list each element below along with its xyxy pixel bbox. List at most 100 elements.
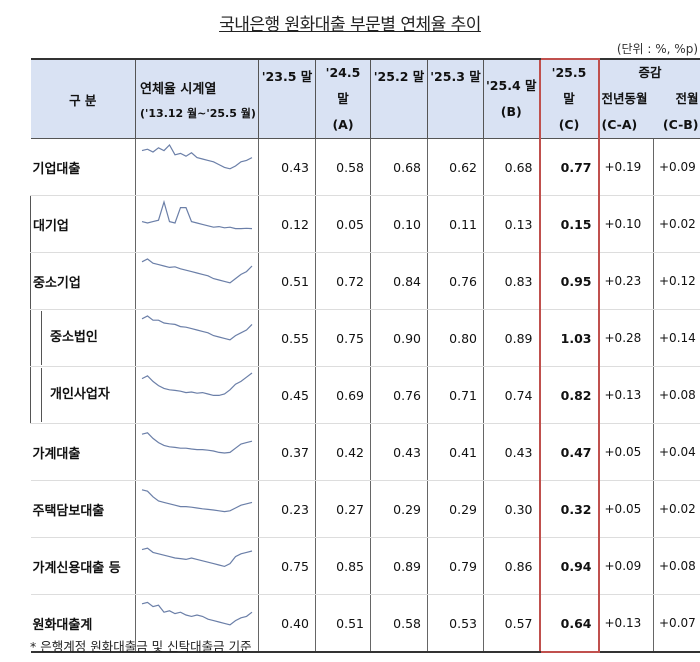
value-cell: 0.71 [427,366,484,424]
header-25-2: '25.2 말 [370,58,428,139]
value-cell: 0.68 [483,138,540,196]
change-mom: +0.02 [652,480,700,538]
sparkline-line [141,432,253,454]
sparkline-line [141,547,253,568]
header-25-4: '25.4 말 (B) [483,58,540,139]
table-title: 국내은행 원화대출 부문별 연체율 추이 [219,15,481,35]
value-cell: 0.29 [370,480,428,538]
value-cell: 0.23 [258,480,316,538]
sparkline [141,432,253,454]
value-cell: 0.90 [370,309,428,367]
table-row: 가계신용대출 등 0.75 0.85 0.89 0.79 0.86 0.94 +0.09 +0.… [30,537,700,595]
sparkline-line [141,372,253,396]
h: 전월 [675,91,699,106]
change-yoy: +0.05 [598,480,654,538]
sparkline-cell [135,195,259,253]
h: 전년동월 [601,91,648,106]
footnote: * 은행계정 원화대출금 및 신탁대출금 기준 [30,639,252,654]
sparkline [141,199,253,230]
value-cell: 0.75 [258,537,316,595]
sparkline-cell [135,366,259,424]
change-yoy: +0.28 [598,309,654,367]
sparkline-line [141,258,253,284]
value-cell: 0.77 [538,138,600,196]
h: '25.4 말 [485,78,537,93]
value-cell: 0.76 [370,366,428,424]
value-cell: 0.30 [483,480,540,538]
h: (A) [332,117,354,132]
sparkline-cell [135,594,259,653]
table-row: 원화대출계 0.40 0.51 0.58 0.53 0.57 0.64 +0.13 +0.07 [30,594,700,653]
value-cell: 0.84 [370,252,428,310]
table-row: 가계대출 0.37 0.42 0.43 0.41 0.43 0.47 +0.05 +0.04 [30,423,700,481]
value-cell: 0.69 [315,366,371,424]
sparkline-cell [135,537,259,595]
row-label: 개인사업자 [41,368,110,422]
change-mom: +0.14 [652,309,700,367]
row-label: 주택담보대출 [32,503,105,519]
value-cell: 0.74 [483,366,540,424]
h: 전년동월 전월 [600,86,700,112]
change-mom: +0.04 [652,423,700,481]
h: (C-A) (C-B) [600,112,700,138]
value-cell: 0.58 [315,138,371,196]
row-label: 가계신용대출 등 [32,560,121,576]
header-series: 연체율 시계열 ('13.12 월~'25.5 월) [135,58,259,139]
value-cell: 0.89 [370,537,428,595]
header-25-5: '25.5 말 (C) [538,58,600,139]
sparkline-line [141,315,253,341]
value-cell: 0.37 [258,423,316,481]
sparkline [141,601,253,626]
row-label: 중소기업 [33,275,81,291]
change-yoy: +0.13 [598,594,654,653]
row-name: 개인사업자 [30,366,136,424]
value-cell: 0.43 [370,423,428,481]
value-cell: 0.95 [538,252,600,310]
value-cell: 0.79 [427,537,484,595]
value-cell: 0.32 [538,480,600,538]
h: (C-A) [601,117,638,132]
header-25-3: '25.3 말 [427,58,484,139]
unit-label: (단위 : %, %p) [616,42,698,56]
value-cell: 0.12 [258,195,316,253]
change-yoy: +0.05 [598,423,654,481]
value-cell: 0.40 [258,594,316,653]
value-cell: 1.03 [538,309,600,367]
value-cell: 0.62 [427,138,484,196]
row-label: 대기업 [33,218,69,234]
value-cell: 0.53 [427,594,484,653]
row-name: 가계대출 [30,423,136,481]
table-row: 중소기업 0.51 0.72 0.84 0.76 0.83 0.95 +0.23 +0.12 [30,252,700,310]
value-cell: 0.15 [538,195,600,253]
change-mom: +0.07 [652,594,700,653]
change-yoy: +0.13 [598,366,654,424]
value-cell: 0.42 [315,423,371,481]
value-cell: 0.29 [427,480,484,538]
value-cell: 0.10 [370,195,428,253]
row-name: 가계신용대출 등 [30,537,136,595]
value-cell: 0.43 [258,138,316,196]
h: (C) [558,117,580,132]
value-cell: 0.86 [483,537,540,595]
h: '24.5 [325,65,361,80]
value-cell: 0.89 [483,309,540,367]
value-cell: 0.80 [427,309,484,367]
sparkline-line [141,489,253,513]
value-cell: 0.05 [315,195,371,253]
sparkline-cell [135,423,259,481]
row-label: 중소법인 [41,311,98,365]
change-mom: +0.02 [652,195,700,253]
sparkline-cell [135,252,259,310]
row-name: 중소법인 [30,309,136,367]
row-label: 원화대출계 [32,617,93,633]
header-series-range: ('13.12 월~'25.5 월) [140,106,256,120]
h: (B) [500,104,522,119]
sparkline [141,258,253,284]
value-cell: 0.51 [258,252,316,310]
header-24-5: '24.5 말 (A) [315,58,371,139]
value-cell: 0.64 [538,594,600,653]
change-yoy: +0.23 [598,252,654,310]
change-yoy: +0.10 [598,195,654,253]
value-cell: 0.27 [315,480,371,538]
sparkline [141,372,253,396]
